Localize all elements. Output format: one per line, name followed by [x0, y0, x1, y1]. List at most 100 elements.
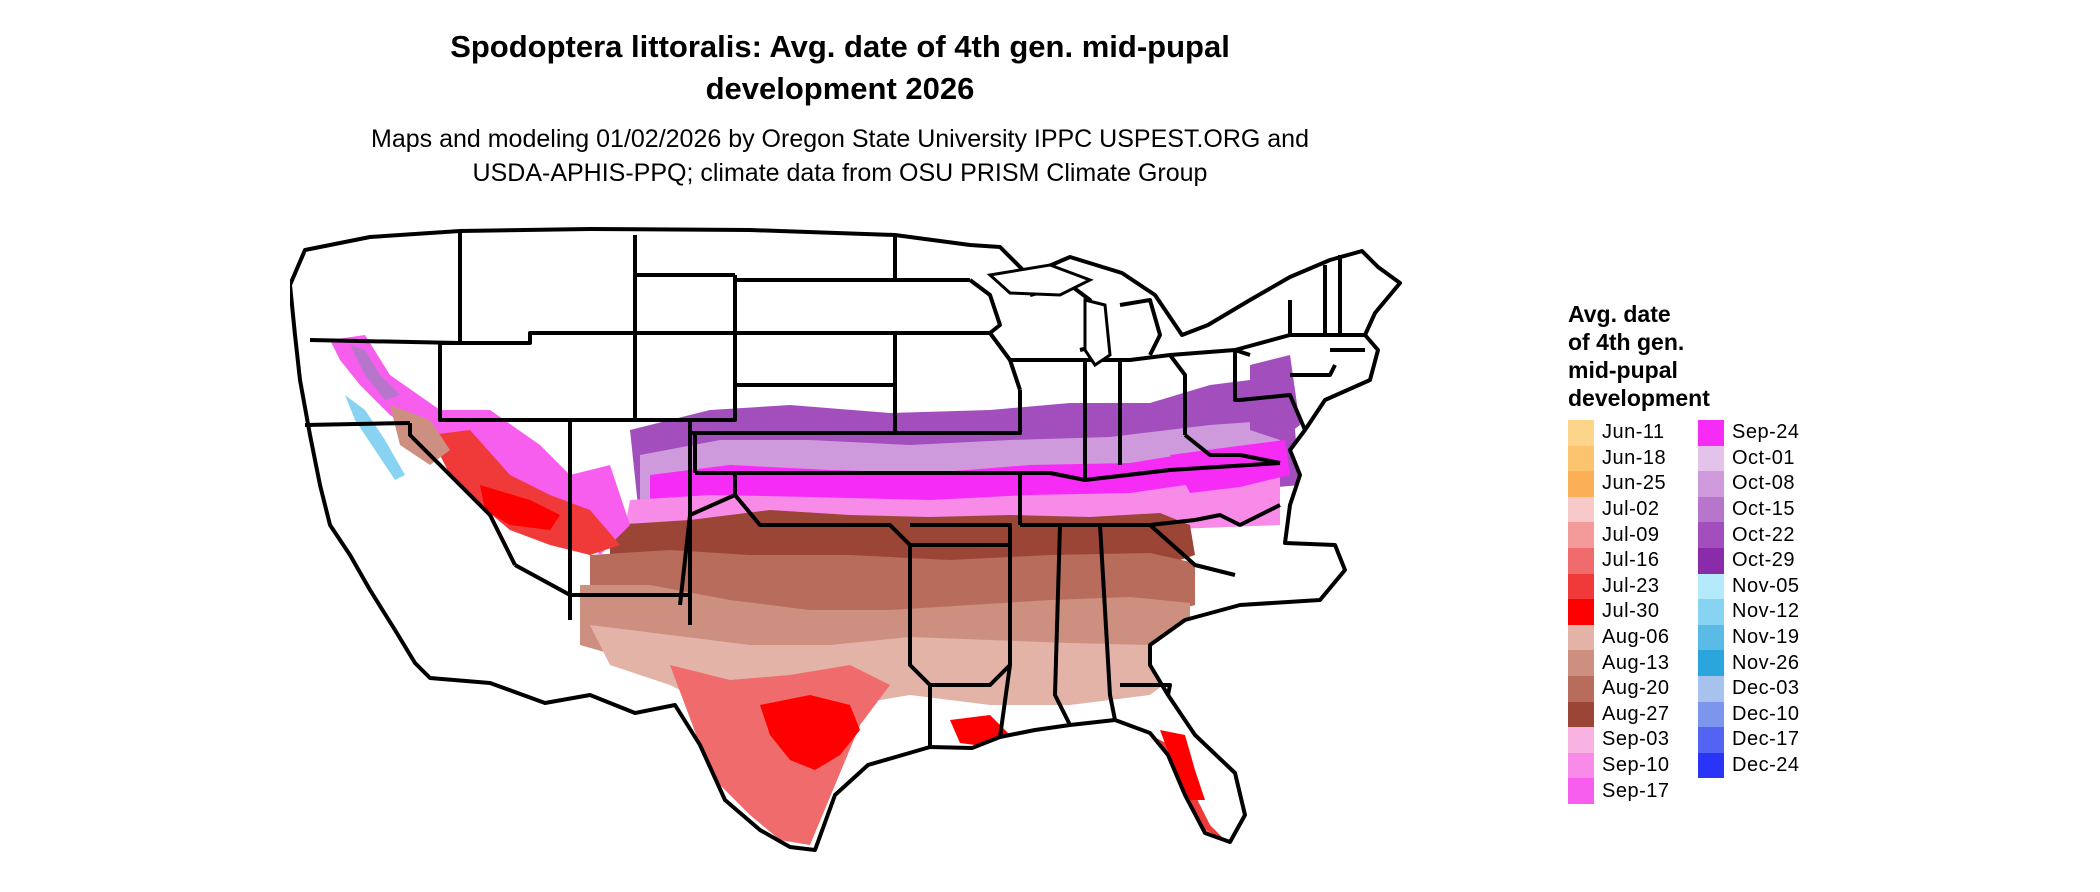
map-subtitle-line1: Maps and modeling 01/02/2026 by Oregon S… [371, 125, 1309, 153]
legend-swatch [1698, 471, 1724, 497]
legend-item: Dec-24 [1698, 752, 1818, 779]
legend-swatch [1568, 496, 1594, 523]
legend-label: Nov-26 [1732, 651, 1800, 674]
legend-title-line: mid-pupal [1568, 357, 1678, 383]
legend-label: Aug-20 [1602, 677, 1670, 700]
legend-column-2: Sep-24 Oct-01 Oct-08 Oct-15 Oct-22 Oct-29 Nov-… [1698, 420, 1818, 804]
region-jul30-tx [760, 695, 860, 770]
us-map [290, 227, 1402, 852]
legend-label: Oct-01 [1732, 446, 1796, 469]
legend-label: Aug-06 [1602, 626, 1670, 649]
legend-item: Dec-17 [1698, 727, 1818, 753]
legend-item: Oct-29 [1698, 547, 1818, 574]
lake-michigan [1083, 298, 1112, 368]
region-oct15-ca [350, 345, 400, 400]
legend-label: Jul-23 [1602, 574, 1660, 597]
legend-item: Nov-05 [1698, 573, 1818, 600]
legend-label: Nov-12 [1732, 600, 1800, 623]
state-borders [290, 227, 1402, 852]
legend-item: Oct-22 [1698, 522, 1818, 548]
legend-swatch [1568, 573, 1594, 600]
legend-item: Oct-01 [1698, 445, 1818, 472]
legend-item: Nov-19 [1698, 624, 1818, 651]
legend-item: Jun-25 [1568, 471, 1688, 497]
legend-label: Nov-05 [1732, 574, 1800, 597]
legend-item: Jul-02 [1568, 496, 1688, 523]
legend-swatch [1698, 573, 1724, 600]
map-subtitle-line2: USDA-APHIS-PPQ; climate data from OSU PR… [472, 159, 1208, 187]
legend-item: Oct-08 [1698, 471, 1818, 497]
legend-swatch [1568, 778, 1594, 804]
legend-item: Sep-24 [1698, 420, 1818, 446]
legend-item: Aug-20 [1568, 675, 1688, 702]
legend-label: Oct-08 [1732, 472, 1796, 495]
legend-swatch [1568, 547, 1594, 574]
region-jul30-fl [1160, 730, 1205, 800]
legend-swatch [1698, 727, 1724, 753]
legend-item: Sep-17 [1568, 778, 1688, 804]
legend-swatch [1698, 420, 1724, 446]
legend-swatch [1698, 496, 1724, 523]
legend-label: Aug-13 [1602, 651, 1670, 674]
legend: Avg. date of 4th gen. mid-pupal developm… [1568, 300, 1818, 804]
legend-title-line: of 4th gen. [1568, 329, 1685, 355]
legend-swatch [1698, 701, 1724, 728]
development-date-fill [330, 335, 1300, 847]
legend-label: Jul-02 [1602, 498, 1660, 521]
legend-swatch [1698, 547, 1724, 574]
legend-swatch [1698, 522, 1724, 548]
legend-swatch [1698, 650, 1724, 676]
legend-label: Oct-22 [1732, 523, 1796, 546]
legend-label: Dec-24 [1732, 754, 1800, 777]
legend-swatch [1698, 445, 1724, 472]
legend-item: Jun-11 [1568, 420, 1688, 446]
legend-label: Dec-17 [1732, 728, 1800, 751]
legend-swatch [1568, 752, 1594, 779]
legend-label: Sep-03 [1602, 728, 1670, 751]
legend-item: Sep-03 [1568, 727, 1688, 753]
map-title-line1: Spodoptera littoralis: Avg. date of 4th … [450, 29, 1230, 64]
legend-swatch [1698, 599, 1724, 625]
legend-swatch [1568, 701, 1594, 728]
legend-item: Aug-27 [1568, 701, 1688, 728]
legend-swatch [1568, 445, 1594, 472]
legend-item: Nov-12 [1698, 599, 1818, 625]
region-aug13-ca [390, 405, 450, 465]
region-jul30-az [480, 485, 560, 530]
legend-title-line: Avg. date [1568, 301, 1671, 327]
legend-column-1: Jun-11 Jun-18 Jun-25 Jul-02 Jul-09 Jul-16 Jul-… [1568, 420, 1688, 804]
legend-swatch [1698, 624, 1724, 651]
legend-item: Dec-10 [1698, 701, 1818, 728]
legend-title-line: development [1568, 385, 1710, 411]
legend-swatch [1568, 522, 1594, 548]
region-jul23-az [430, 430, 620, 555]
map-subtitle: Maps and modeling 01/02/2026 by Oregon S… [0, 122, 1680, 190]
legend-label: Jun-18 [1602, 446, 1667, 469]
legend-item: Jul-30 [1568, 599, 1688, 625]
legend-swatch [1568, 599, 1594, 625]
map-title-line2: development 2026 [705, 71, 975, 106]
legend-swatch [1568, 471, 1594, 497]
legend-item: Jul-23 [1568, 573, 1688, 600]
legend-swatch [1568, 650, 1594, 676]
legend-columns: Jun-11 Jun-18 Jun-25 Jul-02 Jul-09 Jul-16 Jul-… [1568, 420, 1818, 804]
legend-label: Jul-30 [1602, 600, 1660, 623]
legend-item: Sep-10 [1568, 752, 1688, 779]
legend-swatch [1698, 752, 1724, 779]
legend-label: Jul-16 [1602, 549, 1660, 572]
region-nov12-ca [345, 395, 405, 480]
legend-label: Nov-19 [1732, 626, 1800, 649]
legend-title: Avg. date of 4th gen. mid-pupal developm… [1568, 300, 1808, 412]
legend-swatch [1568, 420, 1594, 446]
legend-item: Jul-09 [1568, 522, 1688, 548]
legend-swatch [1568, 727, 1594, 753]
legend-label: Dec-10 [1732, 702, 1800, 725]
legend-label: Oct-15 [1732, 498, 1796, 521]
legend-item: Dec-03 [1698, 675, 1818, 702]
legend-item: Aug-13 [1568, 650, 1688, 676]
legend-swatch [1698, 675, 1724, 702]
legend-label: Jun-11 [1602, 421, 1665, 444]
legend-label: Oct-29 [1732, 549, 1796, 572]
legend-label: Sep-17 [1602, 779, 1670, 802]
legend-label: Sep-24 [1732, 421, 1800, 444]
